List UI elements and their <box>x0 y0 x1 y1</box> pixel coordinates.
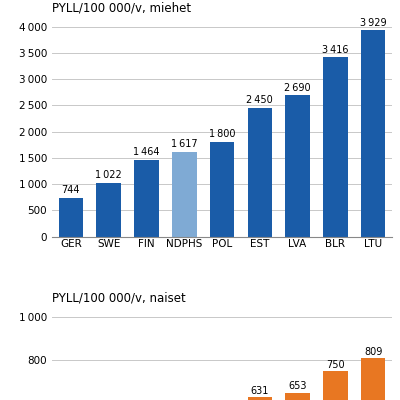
Bar <box>96 183 121 237</box>
Bar <box>361 30 385 237</box>
Bar <box>323 57 348 237</box>
Bar <box>361 358 385 400</box>
Text: 631: 631 <box>250 386 269 396</box>
Bar <box>248 108 272 237</box>
Text: 809: 809 <box>364 347 382 357</box>
Bar <box>285 392 310 400</box>
Text: 3 416: 3 416 <box>322 44 348 54</box>
Bar <box>210 142 234 237</box>
Text: 1 617: 1 617 <box>171 139 198 149</box>
Bar <box>323 371 348 400</box>
Text: 2 690: 2 690 <box>284 83 311 93</box>
Text: PYLL/100 000/v, naiset: PYLL/100 000/v, naiset <box>52 292 186 304</box>
Bar <box>59 198 83 237</box>
Text: 1 800: 1 800 <box>209 130 235 140</box>
Bar <box>248 398 272 400</box>
Bar <box>172 152 196 237</box>
Bar <box>285 95 310 237</box>
Text: 744: 744 <box>62 185 80 195</box>
Text: 653: 653 <box>288 381 307 391</box>
Text: 2 450: 2 450 <box>246 95 273 105</box>
Text: 3 929: 3 929 <box>360 18 386 28</box>
Text: 1 022: 1 022 <box>95 170 122 180</box>
Text: 1 464: 1 464 <box>133 147 160 157</box>
Text: 750: 750 <box>326 360 345 370</box>
Text: PYLL/100 000/v, miehet: PYLL/100 000/v, miehet <box>52 2 191 15</box>
Bar <box>134 160 159 237</box>
